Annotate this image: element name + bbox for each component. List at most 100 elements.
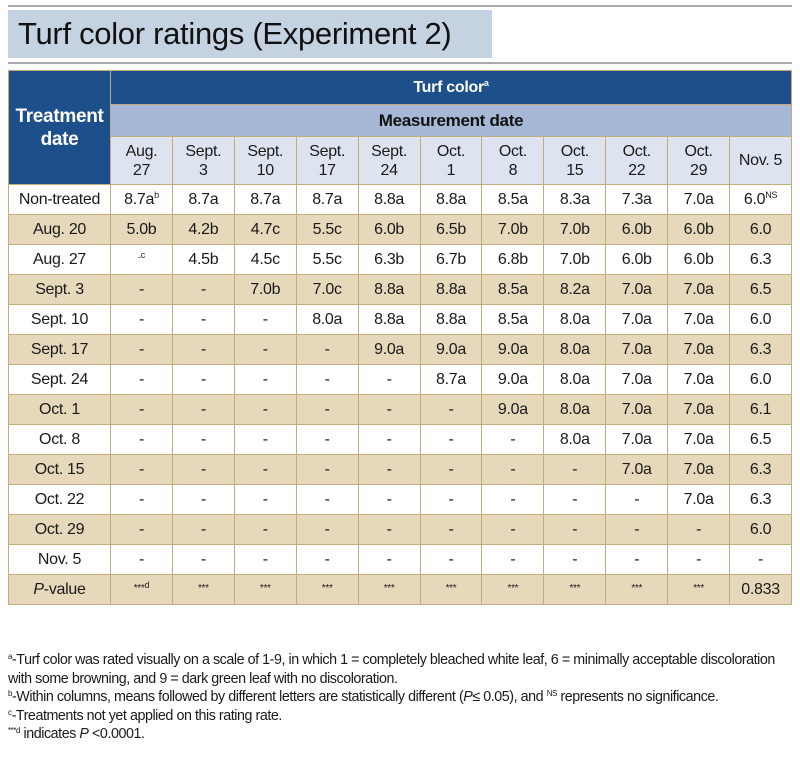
table-cell: -	[233, 394, 297, 425]
cell-footnote-mark: NS	[765, 189, 778, 200]
table-cell: ***d	[110, 574, 173, 605]
footnote-d-mark: ***d	[8, 726, 20, 735]
date-header-line1: Oct.	[684, 142, 713, 160]
table-cell: 5.5c	[295, 244, 359, 275]
measurement-date-row: Aug. 27 Sept. 3 Sept. 10 Sept. 17 Sept. 24 Oct. 1 Oc…	[9, 136, 792, 185]
table-cell: 7.0a	[605, 454, 669, 485]
table-row: Aug. 20 5.0b 4.2b 4.7c 5.5c 6.0b 6.5b 7.0b 7.0b 6…	[8, 214, 792, 245]
cell-value: 9.0a	[497, 400, 528, 418]
table-cell: -	[110, 514, 173, 545]
cell-value: 8.0a	[559, 340, 590, 358]
pvalue-label: P-value	[8, 574, 111, 605]
cell-value: 7.0a	[621, 340, 652, 358]
row-label: Oct. 22	[8, 484, 111, 515]
date-header-line2: 24	[380, 161, 398, 179]
page-title: Turf color ratings (Experiment 2)	[18, 16, 452, 51]
cell-value: 4.7c	[250, 220, 280, 238]
cell-value: 0.833	[741, 580, 780, 598]
cell-value: 6.3	[749, 340, 772, 358]
title-bottom-rule	[8, 62, 792, 64]
cell-value: -	[200, 550, 206, 568]
table-cell: -	[110, 304, 173, 335]
cell-value: -	[448, 460, 454, 478]
cell-value: 6.0	[749, 310, 772, 328]
date-header-line1: Oct.	[560, 142, 589, 160]
table-cell: 8.3a	[543, 184, 607, 215]
table-cell: 7.0b	[543, 214, 607, 245]
table-cell: 6.0b	[605, 214, 669, 245]
table-cell: 6.0NS	[729, 184, 792, 215]
table-row: Non-treated 8.7ab 8.7a 8.7a 8.7a 8.8a 8.8a 8.5a…	[8, 184, 792, 215]
cell-value: -	[448, 490, 454, 508]
table-cell: ***	[171, 574, 235, 605]
treatment-date-header: Treatment date	[8, 70, 111, 185]
cell-value: ***	[133, 582, 145, 594]
footnote-b: b-Within columns, means followed by diff…	[8, 688, 798, 707]
cell-value: -	[138, 520, 144, 538]
cell-value: 8.5a	[497, 280, 528, 298]
row-label: Oct. 15	[8, 454, 111, 485]
cell-footnote-mark: d	[144, 579, 150, 590]
cell-value: -	[572, 550, 578, 568]
table-cell: -	[295, 394, 359, 425]
date-column-header: Sept. 3	[171, 136, 235, 185]
cell-value: 4.5c	[250, 250, 280, 268]
footnote-c-mark: c	[8, 707, 12, 717]
date-header-line1: Sept.	[309, 142, 346, 160]
table-cell: -	[110, 454, 173, 485]
table-cell: 7.3a	[605, 184, 669, 215]
table-cell: 8.0a	[543, 364, 607, 395]
cell-value: 6.0	[749, 220, 772, 238]
table-cell: 9.0a	[481, 364, 545, 395]
table-cell: -	[171, 334, 235, 365]
cell-value: 8.8a	[374, 190, 405, 208]
cell-value: 6.0b	[621, 250, 652, 268]
cell-value: -	[572, 520, 578, 538]
table-cell: -	[110, 394, 173, 425]
table-cell: -	[110, 544, 173, 575]
cell-value: -	[696, 550, 702, 568]
date-column-header: Aug. 27	[110, 136, 173, 185]
table-cell: -	[295, 364, 359, 395]
table-cell: ***	[357, 574, 421, 605]
table-cell: -	[357, 364, 421, 395]
cell-value: -	[200, 370, 206, 388]
cell-value: 6.5	[749, 430, 772, 448]
cell-value: -	[262, 400, 268, 418]
date-header-line1: Aug.	[125, 142, 158, 160]
table-cell: 6.0	[729, 214, 792, 245]
table-cell: 5.5c	[295, 214, 359, 245]
cell-value: 8.3a	[559, 190, 590, 208]
cell-value: -	[138, 490, 144, 508]
cell-value: -	[386, 550, 392, 568]
date-header-line2: 29	[690, 161, 708, 179]
cell-value: -	[200, 340, 206, 358]
table-cell: 6.5	[729, 424, 792, 455]
cell-value: 8.7a	[188, 190, 219, 208]
cell-value: -	[262, 310, 268, 328]
table-row: Oct. 8 - - - - - - - 8.0a 7.0a 7.0a 6.5	[8, 424, 792, 455]
cell-value: -	[448, 400, 454, 418]
cell-value: -	[262, 490, 268, 508]
table-cell: 6.3	[729, 334, 792, 365]
table-cell: -	[357, 394, 421, 425]
cell-value: 7.0a	[683, 490, 714, 508]
date-header-line2: 27	[132, 161, 151, 179]
date-column-header: Oct. 15	[543, 136, 607, 185]
cell-value: -	[262, 520, 268, 538]
treatment-header-line2: date	[40, 128, 79, 150]
cell-value: 9.0a	[497, 340, 528, 358]
table-cell: 8.8a	[419, 274, 483, 305]
table-cell: 8.2a	[543, 274, 607, 305]
date-column-header: Oct. 22	[605, 136, 669, 185]
table-cell: -	[233, 454, 297, 485]
table-cell: -	[729, 544, 792, 575]
table-cell: 6.0b	[605, 244, 669, 275]
table-cell: -	[171, 544, 235, 575]
table-row: Sept. 17 - - - - 9.0a 9.0a 9.0a 8.0a 7.0a 7.0a 6.3	[8, 334, 792, 365]
footnote-c-text: -Treatments not yet applied on this rati…	[11, 707, 283, 724]
cell-value: -	[572, 490, 578, 508]
table-row: Sept. 24 - - - - - 8.7a 9.0a 8.0a 7.0a 7.0a 6.0	[8, 364, 792, 395]
footnote-b-text-3: represents no significance.	[556, 689, 719, 705]
table-row: Oct. 22 - - - - - - - - - 7.0a 6.3	[8, 484, 792, 515]
